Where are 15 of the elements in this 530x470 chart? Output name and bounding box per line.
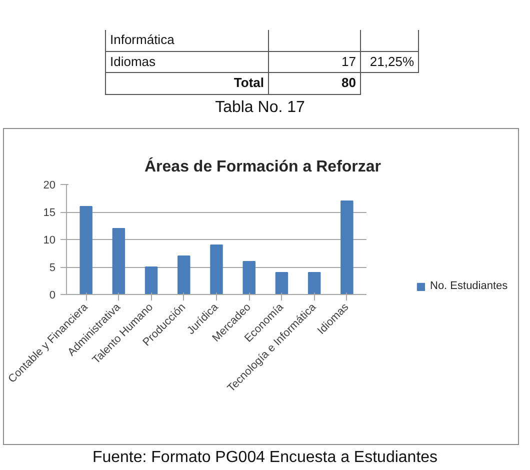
text: Tabla No. 17 [214,98,306,118]
text: 17 [268,51,360,73]
y-tick-label: 20 [43,180,56,192]
text: Total [106,72,268,94]
y-tick-label: 5 [49,262,56,274]
y-tick-label: 0 [49,290,56,302]
chart-title: Áreas de Formación a Reforzar [144,156,382,176]
y-tick-label: 15 [43,207,56,219]
text: Informática [106,30,268,52]
text: 80 [268,72,360,94]
y-tick-label: 10 [43,234,56,246]
source-note: Fuente: Formato PG004 Encuesta a Estudiantes [91,448,439,468]
text: 21,25% [360,51,418,73]
legend-label: No. Estudiantes [430,280,508,292]
text: Idiomas [106,51,268,73]
